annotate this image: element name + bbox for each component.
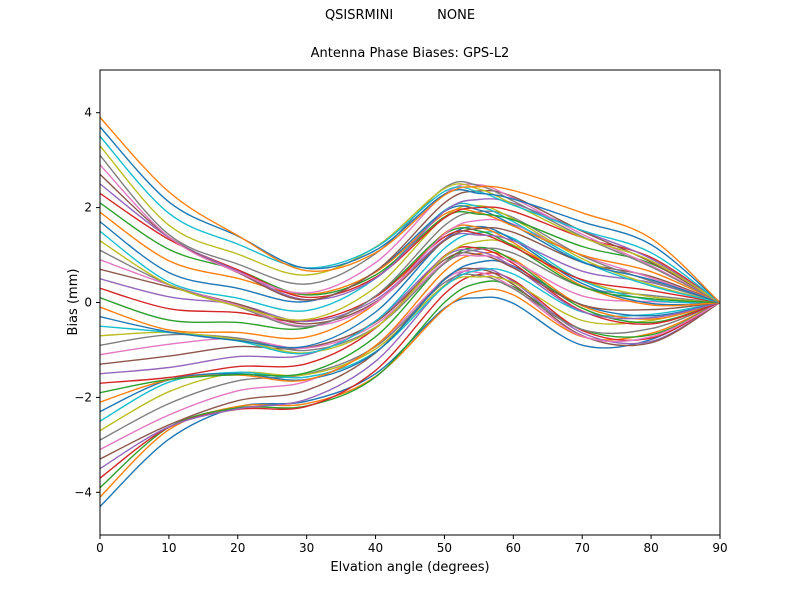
series-line-16 [100,254,720,356]
x-tick-label: 40 [368,541,383,555]
series-line-31 [100,208,720,304]
series-line-26 [100,218,720,327]
y-tick-label: 4 [84,106,92,120]
series-line-34 [100,183,720,304]
series-line-23 [100,230,720,323]
series-line-8 [100,275,720,432]
x-tick-label: 80 [643,541,658,555]
x-tick-label: 20 [230,541,245,555]
axes-frame [99,69,721,536]
y-axis-label: Bias (mm) [66,268,81,336]
series-line-40 [100,126,720,304]
series-line-41 [100,116,720,304]
x-tick-label: 0 [96,541,104,555]
x-tick-label: 70 [575,541,590,555]
series-line-0 [100,296,720,508]
x-axis-label: Elvation angle (degrees) [330,560,490,575]
series-line-11 [100,251,720,403]
series-line-38 [100,145,720,304]
series-line-39 [100,135,720,304]
series-line-18 [100,239,720,354]
suptitle-right: NONE [437,8,476,23]
figure-suptitle: QSISRMINI NONE [0,8,800,24]
y-tick-label: 0 [84,296,92,310]
series-group [100,116,720,508]
x-tick-label: 30 [299,541,314,555]
suptitle-left: QSISRMINI [324,8,394,23]
y-tick-label: 2 [84,201,92,215]
series-line-10 [100,259,720,413]
series-line-32 [100,202,720,304]
x-tick-label: 50 [437,541,452,555]
series-line-7 [100,273,720,441]
series-line-24 [100,232,720,323]
series-line-30 [100,205,720,304]
chart-title: Antenna Phase Biases: GPS-L2 [310,46,510,61]
y-tick-label: −2 [74,390,92,404]
series-line-15 [100,251,720,365]
series-line-2 [100,280,720,489]
y-tick-label: −4 [74,485,92,499]
series-line-21 [100,224,720,340]
x-tick-label: 60 [506,541,521,555]
x-tick-label: 10 [161,541,176,555]
series-line-35 [100,173,720,304]
x-tick-label: 90 [712,541,727,555]
